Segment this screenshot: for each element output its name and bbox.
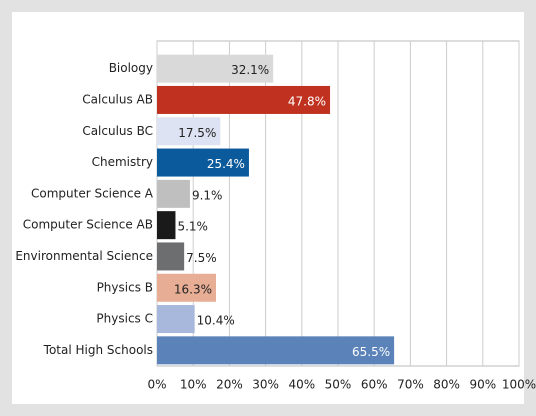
bar [157,242,185,271]
x-tick-label: 100% [502,378,536,392]
y-tick-label: Total High Schools [43,343,153,357]
value-label: 25.4% [207,157,245,171]
bar [157,179,190,208]
value-label: 32.1% [231,63,269,77]
bar [157,85,331,114]
bar [157,273,217,302]
x-tick-label: 40% [288,378,315,392]
y-tick-label: Chemistry [92,155,153,169]
x-tick-label: 80% [433,378,460,392]
bar [157,305,195,334]
x-tick-label: 20% [216,378,243,392]
y-tick-label: Computer Science A [31,186,154,200]
x-tick-label: 30% [252,378,279,392]
x-tick-label: 90% [469,378,496,392]
value-label: 5.1% [177,220,208,234]
value-label: 9.1% [192,188,223,202]
value-label: 7.5% [186,251,217,265]
value-label: 47.8% [288,94,326,108]
value-label: 17.5% [178,126,216,140]
bar [157,117,221,146]
y-tick-label: Physics B [97,280,153,294]
y-tick-label: Environmental Science [15,249,153,263]
bar [157,54,274,83]
bar [157,336,395,365]
y-tick-label: Calculus AB [82,92,153,106]
x-tick-label: 70% [397,378,424,392]
y-tick-label: Biology [109,61,153,75]
x-tick-label: 0% [147,378,166,392]
x-tick-label: 10% [180,378,207,392]
bar [157,148,249,177]
y-tick-label: Physics C [96,312,153,326]
x-tick-label: 50% [325,378,352,392]
y-tick-label: Computer Science AB [23,218,153,232]
y-tick-label: Calculus BC [82,124,153,138]
value-label: 65.5% [352,345,390,359]
value-label: 10.4% [197,314,235,328]
value-label: 16.3% [174,282,212,296]
bar [157,211,176,240]
x-tick-label: 60% [361,378,388,392]
